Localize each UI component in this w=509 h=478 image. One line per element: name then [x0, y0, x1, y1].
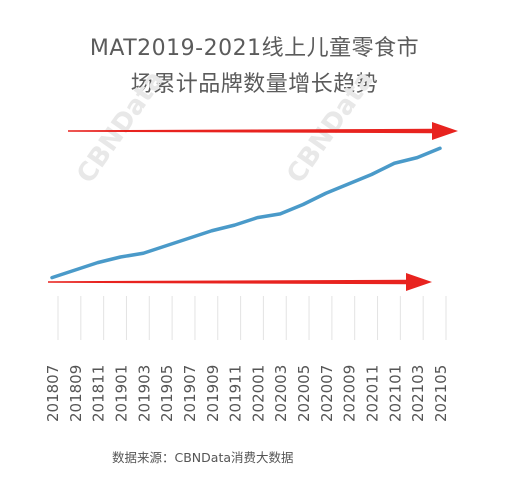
- x-tick-label: 202005: [295, 365, 313, 422]
- chart-source: 数据来源：CBNData消费大数据: [112, 450, 294, 465]
- chart-title-line2: 场累计品牌数量增长趋势: [130, 72, 379, 97]
- x-tick-label: 202009: [341, 365, 359, 422]
- x-tick-label: 201901: [112, 365, 130, 422]
- x-tick-label: 202105: [432, 365, 450, 422]
- x-tick-label: 201907: [181, 365, 199, 422]
- x-tick-label: 202011: [364, 365, 382, 422]
- bottom-arrow: [48, 273, 432, 291]
- watermark-text: CBNData: [71, 66, 170, 190]
- x-tick-label: 201809: [67, 365, 85, 422]
- x-tick-label: 201903: [135, 365, 153, 422]
- x-tick-label: 201911: [227, 365, 245, 422]
- x-tick-label: 201811: [90, 365, 108, 422]
- chart-title-line1: MAT2019-2021线上儿童零食市: [89, 36, 420, 61]
- x-tick-label: 201909: [204, 365, 222, 422]
- x-tick-label: 202101: [386, 365, 404, 422]
- top-arrow: [68, 122, 458, 140]
- x-tick-label: 201905: [158, 365, 176, 422]
- x-tick-label: 202003: [272, 365, 290, 422]
- x-tick-label: 201807: [44, 365, 62, 422]
- x-tick-label: 202001: [249, 365, 267, 422]
- x-tick-label: 202103: [409, 365, 427, 422]
- series-line: [50, 146, 442, 280]
- x-tick-label: 202007: [318, 365, 336, 422]
- watermark-text: CBNData: [281, 66, 380, 190]
